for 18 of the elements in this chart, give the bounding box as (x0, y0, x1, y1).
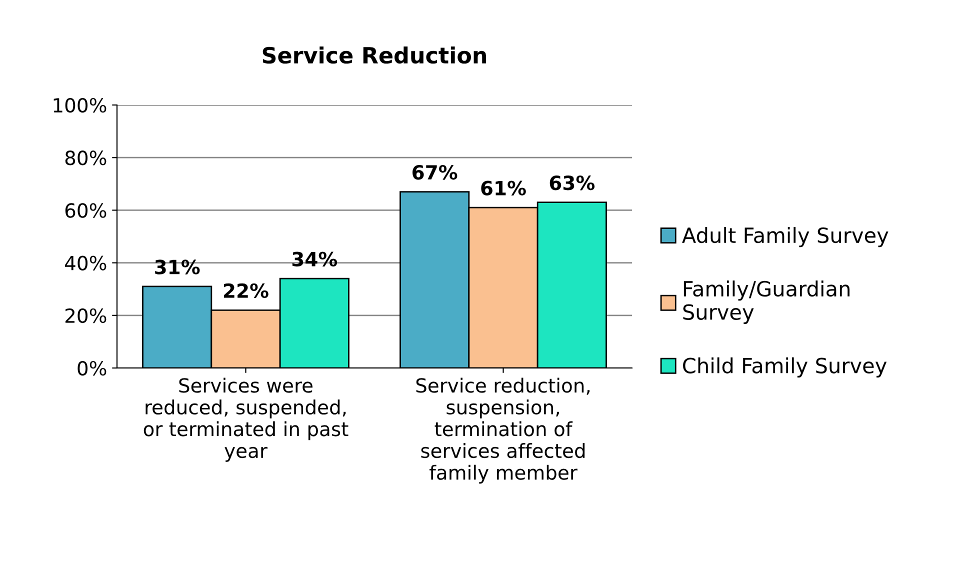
y-tick-label: 40% (65, 256, 106, 270)
legend-label: Child Family Survey (683, 357, 887, 378)
y-tick-label: 60% (65, 203, 106, 218)
x-tick-label: Services were reduced, suspended, or terminated in past year (144, 378, 348, 462)
chart-title: Service Reduction (262, 46, 486, 64)
y-tick-label: 20% (65, 308, 106, 324)
legend-label: Family/Guardian Survey (683, 280, 850, 324)
data-label: 34% (292, 252, 338, 266)
y-tick-label: 0% (78, 360, 106, 376)
data-label: 61% (481, 180, 526, 196)
y-tick-label: 100% (54, 98, 106, 113)
data-label: 63% (550, 176, 595, 190)
data-label: 67% (412, 164, 458, 180)
data-label: 22% (224, 283, 268, 298)
y-tick-label: 80% (65, 150, 106, 166)
legend-label: Adult Family Survey (682, 227, 888, 248)
x-tick-label: Service reduction, suspension, termination of services affected family member (416, 378, 590, 484)
data-label: 31% (155, 260, 200, 274)
